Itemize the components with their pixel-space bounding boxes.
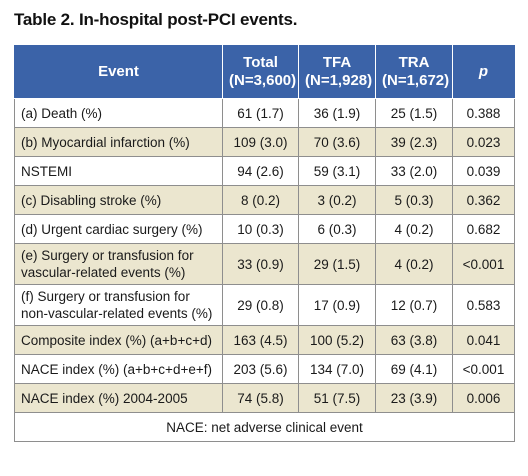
footnote: NACE: net adverse clinical event <box>14 412 515 442</box>
table-row: (a) Death (%) 61 (1.7) 36 (1.9) 25 (1.5)… <box>14 98 515 128</box>
event-line-1: (e) Surgery or transfusion for <box>21 248 194 263</box>
tfa-cell: 51 (7.5) <box>298 383 376 413</box>
footnote-row: NACE: net adverse clinical event <box>14 412 515 442</box>
total-cell: 10 (0.3) <box>222 214 299 244</box>
tfa-cell: 100 (5.2) <box>298 325 376 355</box>
total-cell: 163 (4.5) <box>222 325 299 355</box>
p-value-cell: <0.001 <box>452 354 515 384</box>
col-header-tra: TRA (N=1,672) <box>375 45 453 99</box>
col-header-p: p <box>452 45 515 99</box>
tfa-cell: 3 (0.2) <box>298 185 376 215</box>
col-header-tra-n: (N=1,672) <box>382 72 450 89</box>
event-cell: NACE index (%) (a+b+c+d+e+f) <box>14 354 223 384</box>
event-line-2: non-vascular-related events (%) <box>21 306 213 321</box>
tra-cell: 63 (3.8) <box>375 325 453 355</box>
p-value-cell: 0.006 <box>452 383 515 413</box>
table-row: NACE index (%) (a+b+c+d+e+f) 203 (5.6) 1… <box>14 354 515 384</box>
tfa-cell: 36 (1.9) <box>298 98 376 128</box>
p-value-cell: 0.388 <box>452 98 515 128</box>
tra-cell: 12 (0.7) <box>375 284 453 326</box>
event-line-2: vascular-related events (%) <box>21 265 186 280</box>
col-header-total-label: Total <box>243 54 278 71</box>
total-cell: 203 (5.6) <box>222 354 299 384</box>
table-row: (e) Surgery or transfusion for vascular-… <box>14 243 515 285</box>
p-value-cell: 0.039 <box>452 156 515 186</box>
table-header: Event Total (N=3,600) TFA (N=1,928) TRA … <box>14 45 515 99</box>
total-cell: 74 (5.8) <box>222 383 299 413</box>
col-header-tra-label: TRA <box>398 54 430 71</box>
table-row: Composite index (%) (a+b+c+d) 163 (4.5) … <box>14 325 515 355</box>
event-cell: (d) Urgent cardiac surgery (%) <box>14 214 223 244</box>
tra-cell: 4 (0.2) <box>375 214 453 244</box>
event-cell: (f) Surgery or transfusion for non-vascu… <box>14 284 223 326</box>
p-value-cell: 0.583 <box>452 284 515 326</box>
table-row: (c) Disabling stroke (%) 8 (0.2) 3 (0.2)… <box>14 185 515 215</box>
total-cell: 109 (3.0) <box>222 127 299 157</box>
tra-cell: 4 (0.2) <box>375 243 453 285</box>
p-value-cell: 0.362 <box>452 185 515 215</box>
col-header-total-n: (N=3,600) <box>229 72 297 89</box>
event-cell: (b) Myocardial infarction (%) <box>14 127 223 157</box>
tfa-cell: 134 (7.0) <box>298 354 376 384</box>
table-row: (d) Urgent cardiac surgery (%) 10 (0.3) … <box>14 214 515 244</box>
tra-cell: 5 (0.3) <box>375 185 453 215</box>
event-cell: Composite index (%) (a+b+c+d) <box>14 325 223 355</box>
total-cell: 94 (2.6) <box>222 156 299 186</box>
tfa-cell: 29 (1.5) <box>298 243 376 285</box>
tfa-cell: 70 (3.6) <box>298 127 376 157</box>
col-header-tfa: TFA (N=1,928) <box>298 45 376 99</box>
table-row: NSTEMI 94 (2.6) 59 (3.1) 33 (2.0) 0.039 <box>14 156 515 186</box>
events-table: Event Total (N=3,600) TFA (N=1,928) TRA … <box>14 45 515 442</box>
p-value-cell: 0.682 <box>452 214 515 244</box>
event-line-1: (f) Surgery or transfusion for <box>21 289 190 304</box>
p-value-cell: 0.023 <box>452 127 515 157</box>
table-row: NACE index (%) 2004-2005 74 (5.8) 51 (7.… <box>14 383 515 413</box>
tra-cell: 23 (3.9) <box>375 383 453 413</box>
tfa-cell: 17 (0.9) <box>298 284 376 326</box>
col-header-tfa-n: (N=1,928) <box>305 72 373 89</box>
table-title: Table 2. In-hospital post-PCI events. <box>14 10 298 29</box>
col-header-tfa-label: TFA <box>322 54 352 71</box>
col-header-total: Total (N=3,600) <box>222 45 299 99</box>
total-cell: 33 (0.9) <box>222 243 299 285</box>
p-value-cell: <0.001 <box>452 243 515 285</box>
table-body: (a) Death (%) 61 (1.7) 36 (1.9) 25 (1.5)… <box>14 98 515 442</box>
event-cell: (c) Disabling stroke (%) <box>14 185 223 215</box>
event-cell: NSTEMI <box>14 156 223 186</box>
tfa-cell: 6 (0.3) <box>298 214 376 244</box>
col-header-event: Event <box>14 45 223 99</box>
total-cell: 8 (0.2) <box>222 185 299 215</box>
tfa-cell: 59 (3.1) <box>298 156 376 186</box>
event-cell: (a) Death (%) <box>14 98 223 128</box>
p-value-cell: 0.041 <box>452 325 515 355</box>
header-row: Event Total (N=3,600) TFA (N=1,928) TRA … <box>14 45 515 99</box>
table-row: (b) Myocardial infarction (%) 109 (3.0) … <box>14 127 515 157</box>
total-cell: 29 (0.8) <box>222 284 299 326</box>
tra-cell: 69 (4.1) <box>375 354 453 384</box>
tra-cell: 39 (2.3) <box>375 127 453 157</box>
event-cell: NACE index (%) 2004-2005 <box>14 383 223 413</box>
total-cell: 61 (1.7) <box>222 98 299 128</box>
event-cell: (e) Surgery or transfusion for vascular-… <box>14 243 223 285</box>
tra-cell: 25 (1.5) <box>375 98 453 128</box>
table-row: (f) Surgery or transfusion for non-vascu… <box>14 284 515 326</box>
tra-cell: 33 (2.0) <box>375 156 453 186</box>
